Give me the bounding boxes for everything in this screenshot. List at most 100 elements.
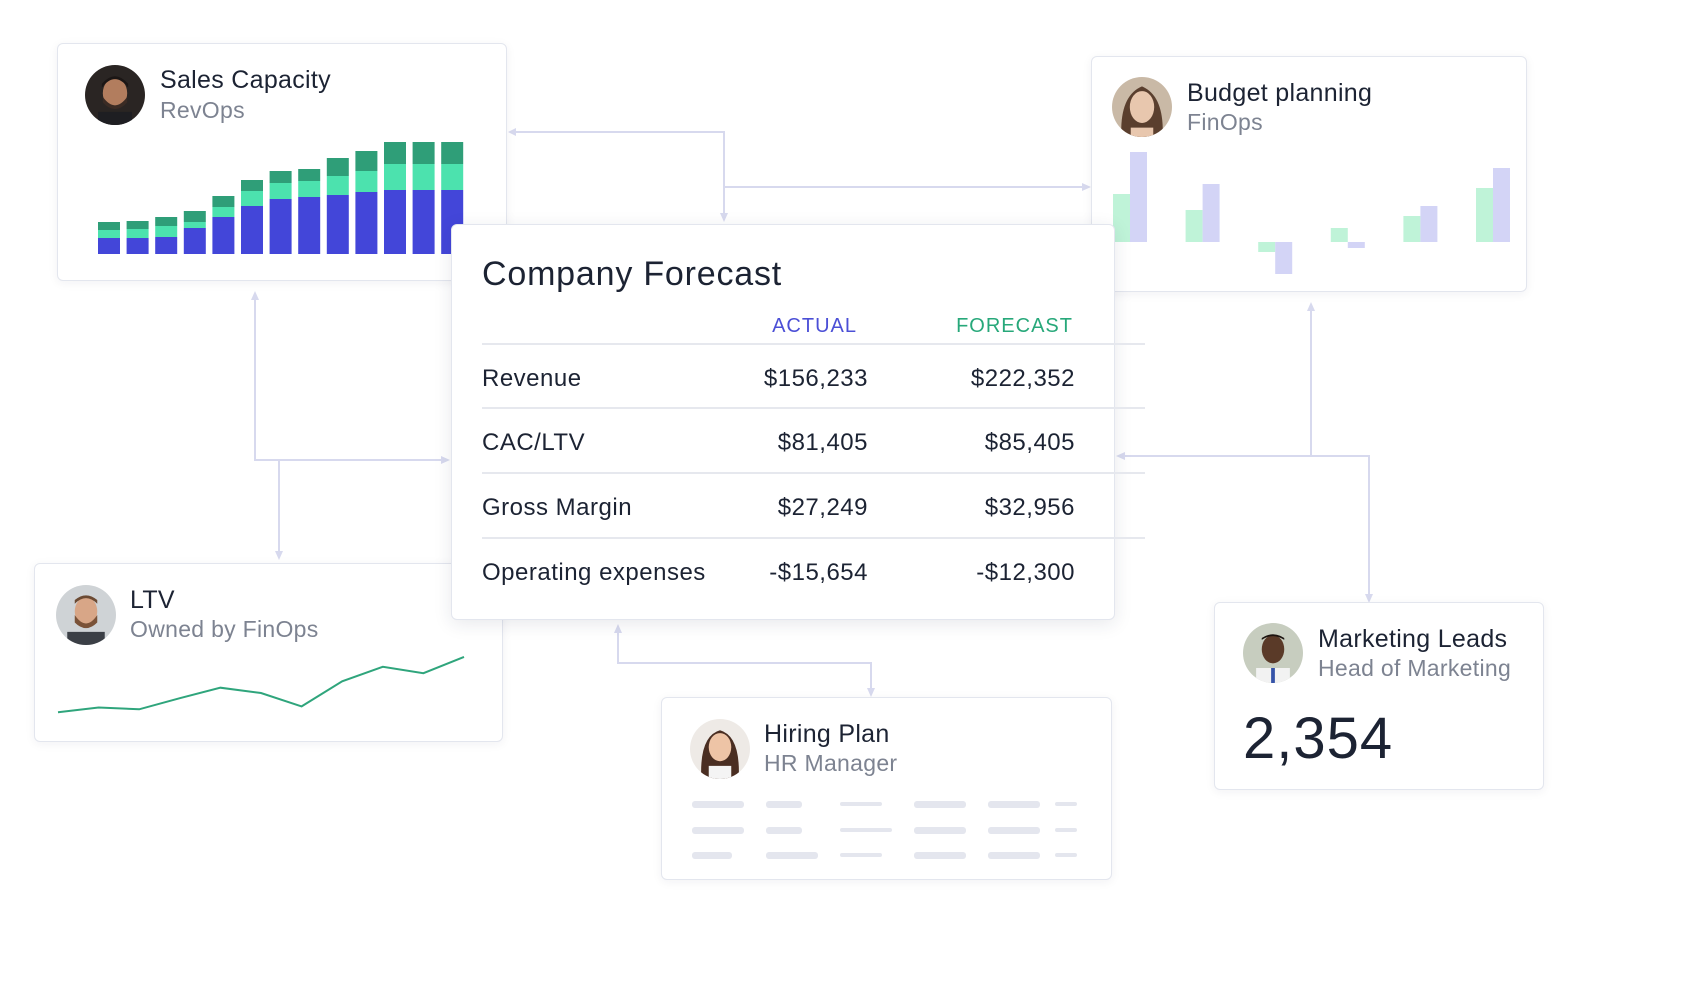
bar-b	[1275, 242, 1293, 274]
bar-segment-top	[441, 142, 464, 164]
card-title: Marketing Leads	[1318, 625, 1508, 653]
placeholder-line	[840, 853, 882, 857]
table-row[interactable]: Gross Margin $27,249 $32,956	[482, 472, 1145, 542]
bar-segment-mid	[241, 191, 263, 206]
card-subtitle: HR Manager	[764, 750, 898, 776]
placeholder-line	[988, 827, 1040, 834]
card-subtitle: FinOps	[1187, 109, 1263, 135]
bar-segment-base	[126, 238, 149, 254]
bar-segment-top	[269, 171, 292, 183]
placeholder-line	[840, 802, 882, 806]
bar-segment-base	[212, 217, 235, 254]
man-beard-avatar	[85, 65, 145, 125]
bar-b	[1420, 206, 1438, 242]
bar-b	[1130, 152, 1147, 242]
placeholder-line	[914, 801, 966, 808]
bar-segment-base	[384, 190, 406, 254]
bar-segment-top	[412, 142, 435, 164]
forecast-value: $85,405	[984, 429, 1075, 456]
bar-segment-base	[155, 237, 178, 254]
budget-planning-chart	[1113, 152, 1510, 274]
bar-segment-mid	[98, 230, 120, 238]
bar-a	[1258, 242, 1276, 252]
actual-column-header[interactable]: ACTUAL	[772, 315, 857, 337]
bar-segment-base	[412, 190, 435, 254]
bar-segment-mid	[326, 176, 349, 195]
marketing-leads-card[interactable]: Marketing Leads Head of Marketing 2,354	[1214, 602, 1544, 790]
bar-b	[1493, 168, 1510, 242]
bar-a	[1403, 216, 1421, 242]
bar-segment-top	[384, 142, 406, 164]
bar-segment-top	[241, 180, 263, 191]
bar-segment-top	[155, 217, 178, 226]
man-smiling-avatar	[1243, 623, 1303, 683]
placeholder-line	[692, 801, 744, 808]
leads-count: 2,354	[1243, 706, 1394, 771]
forecast-title: Company Forecast	[482, 255, 783, 293]
card-title: Budget planning	[1187, 79, 1373, 107]
woman-smiling-avatar	[690, 719, 750, 779]
bar-a	[1476, 188, 1493, 242]
table-row[interactable]: Operating expenses -$15,654 -$12,300	[482, 537, 1145, 607]
placeholder-line	[1055, 828, 1077, 832]
actual-value: -$15,654	[769, 559, 868, 586]
placeholder-line	[766, 852, 818, 859]
table-row[interactable]: Revenue $156,233 $222,352	[482, 343, 1145, 413]
hiring-plan-card[interactable]: Hiring Plan HR Manager	[661, 697, 1112, 880]
forecast-value: -$12,300	[976, 559, 1075, 586]
bar-segment-base	[183, 228, 206, 254]
man-bearded-avatar	[56, 585, 116, 645]
placeholder-line	[692, 827, 744, 834]
placeholder-line	[766, 801, 802, 808]
actual-value: $81,405	[777, 429, 868, 456]
placeholder-line	[914, 827, 966, 834]
actual-value: $156,233	[763, 365, 868, 392]
bar-segment-top	[326, 158, 349, 176]
bar-segment-mid	[183, 222, 206, 228]
bar-b	[1347, 242, 1365, 248]
bar-segment-mid	[384, 164, 406, 190]
sales-capacity-chart	[98, 142, 464, 254]
placeholder-line	[692, 852, 732, 859]
row-label: Revenue	[482, 365, 582, 392]
forecast-column-header[interactable]: FORECAST	[956, 315, 1073, 337]
company-forecast-card[interactable]: Company Forecast ACTUAL FORECAST Revenue…	[451, 224, 1145, 620]
bar-segment-base	[355, 192, 378, 254]
woman-avatar	[1112, 77, 1172, 137]
row-label: Gross Margin	[482, 494, 633, 521]
bar-a	[1185, 210, 1203, 242]
placeholder-line	[914, 852, 966, 859]
ltv-card[interactable]: LTV Owned by FinOps	[34, 563, 503, 742]
placeholder-line	[766, 827, 802, 834]
forecast-value: $222,352	[970, 365, 1075, 392]
bar-b	[1202, 184, 1220, 242]
card-title: LTV	[130, 586, 175, 614]
card-subtitle: RevOps	[160, 97, 245, 123]
bar-segment-top	[212, 196, 235, 207]
forecast-value: $32,956	[984, 494, 1075, 521]
bar-segment-mid	[412, 164, 435, 190]
card-subtitle: Head of Marketing	[1318, 655, 1512, 681]
bar-segment-base	[269, 199, 292, 254]
bar-segment-mid	[298, 181, 321, 197]
actual-value: $27,249	[777, 494, 868, 521]
ltv-line	[57, 655, 465, 714]
bar-a	[1113, 194, 1130, 242]
placeholder-line	[840, 828, 892, 832]
budget-planning-card[interactable]: Budget planning FinOps	[1091, 56, 1527, 292]
bar-segment-top	[355, 151, 378, 171]
bar-segment-base	[241, 206, 263, 254]
bar-segment-top	[298, 169, 321, 181]
bar-segment-top	[183, 211, 206, 222]
bar-segment-mid	[126, 229, 149, 238]
bar-segment-mid	[269, 183, 292, 199]
placeholder-line	[1055, 802, 1077, 806]
ltv-line-chart	[57, 655, 465, 714]
sales-capacity-card[interactable]: Sales Capacity RevOps	[57, 43, 507, 281]
bar-segment-top	[126, 221, 149, 229]
bar-segment-mid	[212, 207, 235, 217]
card-title: Hiring Plan	[764, 720, 890, 748]
table-row[interactable]: CAC/LTV $81,405 $85,405	[482, 407, 1145, 477]
bar-a	[1330, 228, 1348, 242]
bar-segment-top	[98, 222, 120, 230]
